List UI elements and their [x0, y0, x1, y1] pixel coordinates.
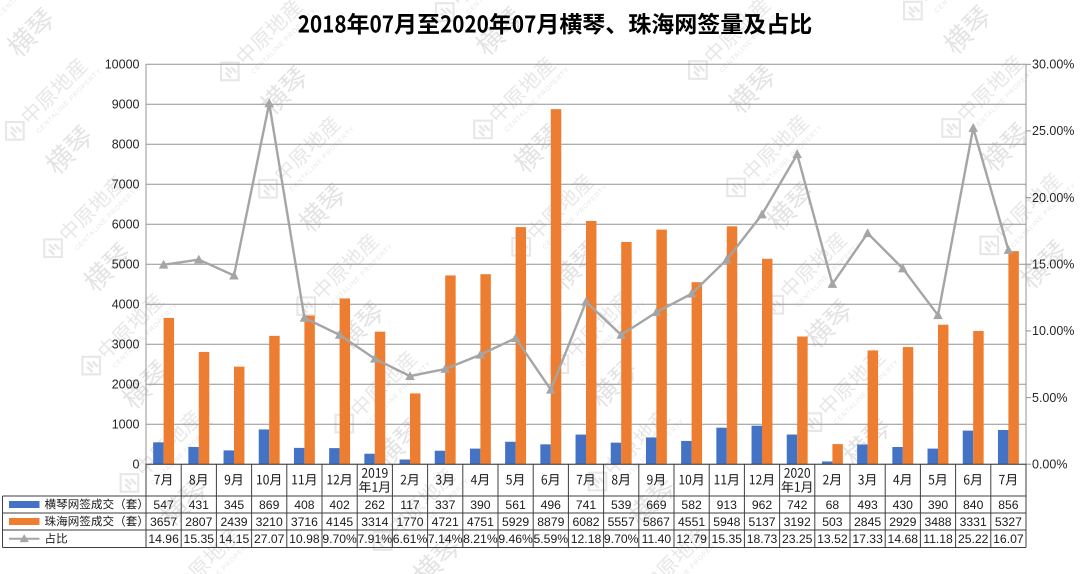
svg-text:6000: 6000	[112, 218, 140, 232]
svg-text:13.52: 13.52	[817, 532, 848, 546]
svg-text:547: 547	[153, 498, 174, 512]
svg-text:27.07: 27.07	[254, 532, 285, 546]
svg-text:2439: 2439	[220, 515, 247, 529]
svg-text:10.00%: 10.00%	[1032, 324, 1074, 338]
svg-text:741: 741	[576, 498, 597, 512]
svg-text:913: 913	[717, 498, 738, 512]
svg-text:7.14%: 7.14%	[428, 532, 463, 546]
svg-text:430: 430	[893, 498, 914, 512]
svg-text:18.73: 18.73	[747, 532, 778, 546]
svg-text:30.00%: 30.00%	[1032, 58, 1074, 72]
svg-text:337: 337	[435, 498, 456, 512]
svg-text:10.98: 10.98	[289, 532, 320, 546]
svg-text:2807: 2807	[185, 515, 212, 529]
svg-text:5867: 5867	[643, 515, 670, 529]
svg-text:7.91%: 7.91%	[358, 532, 393, 546]
svg-text:2845: 2845	[854, 515, 881, 529]
svg-text:14.68: 14.68	[888, 532, 919, 546]
svg-text:3192: 3192	[784, 515, 811, 529]
svg-text:17.33: 17.33	[852, 532, 883, 546]
svg-text:14.96: 14.96	[148, 532, 179, 546]
svg-text:8000: 8000	[112, 138, 140, 152]
svg-text:4721: 4721	[432, 515, 459, 529]
svg-text:4751: 4751	[467, 515, 494, 529]
svg-text:3331: 3331	[960, 515, 987, 529]
svg-text:15.35: 15.35	[712, 532, 743, 546]
svg-text:493: 493	[857, 498, 878, 512]
svg-text:402: 402	[329, 498, 350, 512]
svg-text:20.00%: 20.00%	[1032, 191, 1074, 205]
svg-text:3657: 3657	[150, 515, 177, 529]
svg-text:9.70%: 9.70%	[604, 532, 639, 546]
svg-text:11.40: 11.40	[642, 532, 672, 546]
svg-text:262: 262	[365, 498, 386, 512]
svg-text:4145: 4145	[326, 515, 353, 529]
svg-text:3000: 3000	[112, 337, 140, 351]
svg-text:14.15: 14.15	[219, 532, 250, 546]
svg-text:5000: 5000	[112, 257, 140, 271]
svg-text:25.22: 25.22	[958, 532, 989, 546]
svg-text:5327: 5327	[995, 515, 1022, 529]
svg-text:5137: 5137	[748, 515, 775, 529]
svg-text:840: 840	[963, 498, 984, 512]
svg-text:0.00%: 0.00%	[1032, 457, 1067, 471]
svg-text:25.00%: 25.00%	[1032, 124, 1074, 138]
svg-text:9000: 9000	[112, 98, 140, 112]
svg-text:345: 345	[224, 498, 245, 512]
svg-text:1770: 1770	[396, 515, 423, 529]
svg-text:3488: 3488	[924, 515, 951, 529]
svg-text:4000: 4000	[112, 297, 140, 311]
svg-text:3210: 3210	[256, 515, 283, 529]
svg-text:869: 869	[259, 498, 280, 512]
svg-text:15.00%: 15.00%	[1032, 257, 1074, 271]
svg-text:962: 962	[752, 498, 773, 512]
svg-text:10000: 10000	[105, 58, 140, 72]
svg-text:9.46%: 9.46%	[498, 532, 533, 546]
svg-text:117: 117	[400, 498, 420, 512]
svg-text:390: 390	[928, 498, 949, 512]
svg-text:12.18: 12.18	[571, 532, 602, 546]
svg-text:5557: 5557	[608, 515, 635, 529]
svg-text:431: 431	[189, 498, 210, 512]
svg-text:0: 0	[133, 457, 140, 471]
svg-text:3314: 3314	[361, 515, 388, 529]
svg-text:561: 561	[505, 498, 526, 512]
svg-text:856: 856	[998, 498, 1019, 512]
svg-text:68: 68	[826, 498, 840, 512]
svg-text:539: 539	[611, 498, 632, 512]
svg-text:12.79: 12.79	[676, 532, 707, 546]
svg-text:5948: 5948	[713, 515, 740, 529]
svg-text:3716: 3716	[291, 515, 318, 529]
svg-text:6.61%: 6.61%	[393, 532, 428, 546]
svg-text:8879: 8879	[537, 515, 564, 529]
svg-text:503: 503	[822, 515, 843, 529]
svg-text:669: 669	[646, 498, 667, 512]
svg-text:1000: 1000	[112, 417, 140, 431]
svg-text:15.35: 15.35	[184, 532, 215, 546]
svg-text:4551: 4551	[678, 515, 705, 529]
svg-text:23.25: 23.25	[782, 532, 813, 546]
svg-text:8.21%: 8.21%	[463, 532, 498, 546]
svg-text:2929: 2929	[889, 515, 916, 529]
svg-text:9.70%: 9.70%	[322, 532, 357, 546]
svg-text:16.07: 16.07	[993, 532, 1024, 546]
svg-text:6082: 6082	[572, 515, 599, 529]
svg-text:496: 496	[541, 498, 562, 512]
svg-text:7000: 7000	[112, 178, 140, 192]
svg-text:408: 408	[294, 498, 315, 512]
svg-text:390: 390	[470, 498, 491, 512]
svg-text:742: 742	[787, 498, 808, 512]
svg-text:5.59%: 5.59%	[534, 532, 569, 546]
svg-text:11.18: 11.18	[923, 532, 953, 546]
svg-text:2000: 2000	[112, 377, 140, 391]
svg-text:5929: 5929	[502, 515, 529, 529]
svg-text:582: 582	[681, 498, 702, 512]
svg-text:5.00%: 5.00%	[1032, 391, 1067, 405]
